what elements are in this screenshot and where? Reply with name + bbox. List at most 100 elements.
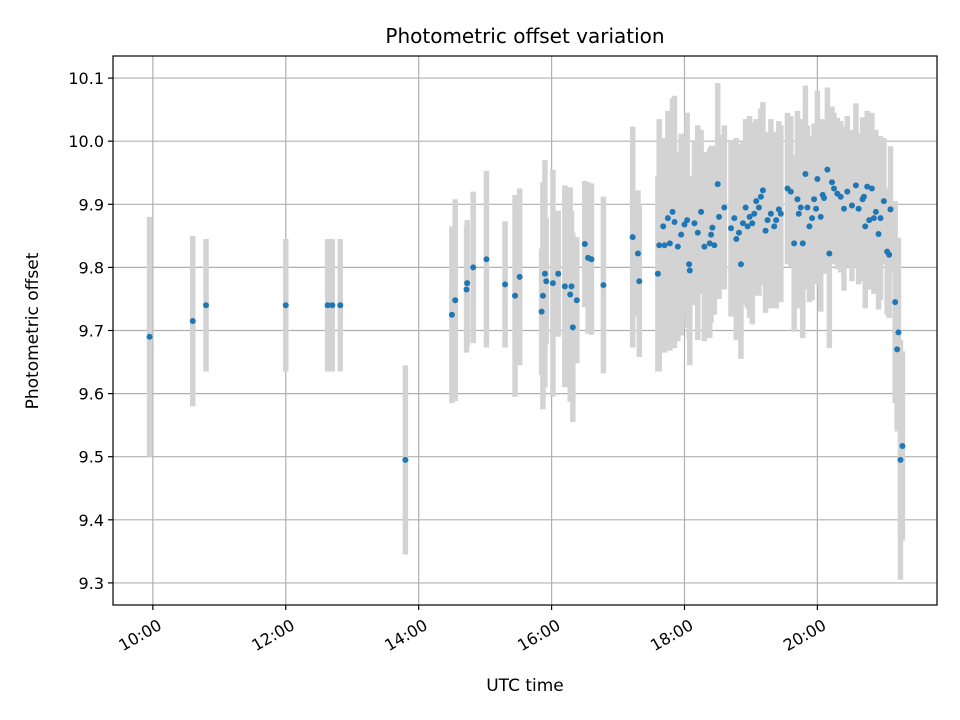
- data-point: [811, 196, 818, 203]
- data-point: [728, 225, 734, 232]
- data-point: [844, 188, 851, 195]
- data-point: [742, 204, 749, 211]
- data-point: [691, 220, 698, 227]
- y-tick-label: 9.7: [79, 322, 104, 341]
- data-point: [735, 229, 742, 236]
- data-point: [797, 204, 804, 211]
- data-point: [654, 270, 661, 277]
- data-point: [502, 281, 509, 288]
- data-point: [634, 250, 641, 257]
- data-point: [706, 240, 713, 247]
- data-point: [678, 231, 685, 238]
- data-point: [809, 215, 816, 222]
- data-point: [817, 213, 824, 220]
- data-point: [561, 283, 568, 290]
- data-point: [573, 297, 580, 304]
- data-point: [684, 217, 691, 224]
- data-point: [791, 240, 798, 247]
- data-point: [739, 220, 746, 227]
- data-point: [146, 333, 153, 340]
- data-point: [555, 270, 562, 277]
- data-point: [538, 308, 545, 315]
- grid-lines: [113, 56, 937, 605]
- data-point: [753, 198, 760, 205]
- data-point: [866, 217, 873, 224]
- y-axis-ticks: 9.3 9.4 9.5 9.6 9.7 9.8 9.9 10.0 10.1: [68, 69, 113, 593]
- data-point: [666, 240, 673, 247]
- data-point: [636, 278, 643, 285]
- data-point: [588, 256, 595, 263]
- data-point: [755, 204, 762, 211]
- y-tick-label: 10.1: [68, 69, 104, 88]
- data-point: [826, 250, 833, 257]
- data-point: [880, 198, 887, 205]
- data-point: [549, 280, 556, 287]
- data-point: [870, 215, 877, 222]
- y-tick-label: 10.0: [68, 132, 104, 151]
- data-point: [875, 230, 882, 237]
- data-point: [831, 185, 837, 192]
- data-point: [189, 318, 196, 325]
- y-tick-label: 9.5: [79, 448, 104, 467]
- data-point: [899, 442, 906, 449]
- y-tick-label: 9.3: [79, 574, 104, 593]
- data-point: [746, 213, 753, 220]
- data-point: [711, 242, 718, 249]
- data-point: [737, 261, 744, 268]
- data-point: [568, 283, 575, 290]
- data-point: [757, 193, 764, 200]
- data-point: [569, 324, 576, 331]
- data-point: [541, 270, 548, 277]
- data-point: [837, 193, 844, 200]
- data-point: [864, 183, 871, 190]
- data-point: [886, 251, 893, 258]
- data-point: [448, 311, 455, 318]
- data-point: [660, 223, 667, 230]
- data-point: [892, 299, 899, 306]
- data-point: [733, 236, 740, 242]
- data-point: [709, 224, 716, 231]
- y-tick-label: 9.4: [79, 511, 104, 530]
- data-point: [852, 182, 859, 189]
- data-point: [895, 329, 902, 336]
- data-point: [721, 204, 728, 211]
- data-point: [581, 241, 588, 248]
- data-point: [860, 193, 867, 200]
- data-point: [824, 166, 831, 173]
- data-point: [777, 210, 784, 217]
- data-point: [716, 213, 723, 220]
- data-point: [897, 456, 904, 463]
- data-point: [669, 208, 676, 215]
- data-point: [840, 205, 847, 212]
- x-axis-label: UTC time: [486, 676, 564, 696]
- data-point: [698, 208, 705, 215]
- data-point: [324, 302, 331, 309]
- data-point: [787, 188, 794, 195]
- data-point: [877, 215, 884, 222]
- data-point: [674, 243, 681, 250]
- data-point: [744, 223, 751, 230]
- data-point: [794, 196, 801, 203]
- data-point: [773, 217, 780, 224]
- data-point: [814, 176, 821, 183]
- data-point: [806, 223, 813, 230]
- data-point: [516, 273, 523, 280]
- y-axis-label: Photometric offset: [23, 252, 43, 409]
- data-point: [848, 202, 855, 209]
- data-point: [470, 264, 477, 271]
- data-point: [862, 223, 869, 230]
- data-point: [661, 242, 668, 249]
- data-point: [701, 243, 708, 250]
- y-tick-label: 9.9: [79, 195, 104, 214]
- data-point: [894, 346, 901, 353]
- data-point: [764, 217, 771, 224]
- data-point: [771, 223, 778, 230]
- data-point: [543, 278, 550, 285]
- data-point: [402, 456, 409, 463]
- data-point: [731, 215, 738, 222]
- data-point: [686, 261, 693, 268]
- data-point: [567, 291, 574, 298]
- data-point: [600, 282, 607, 289]
- y-tick-label: 9.6: [79, 385, 104, 404]
- data-point: [539, 292, 546, 299]
